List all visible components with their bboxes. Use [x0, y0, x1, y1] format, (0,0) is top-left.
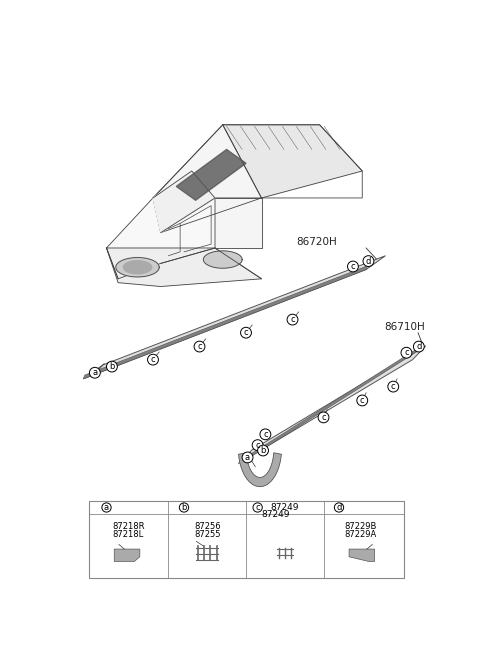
Text: d: d	[366, 257, 371, 265]
Circle shape	[242, 452, 253, 463]
Polygon shape	[114, 549, 140, 561]
Bar	[89, 500, 404, 578]
Circle shape	[318, 412, 329, 422]
Text: b: b	[181, 503, 187, 512]
Text: c: c	[350, 262, 355, 271]
Text: 87229A: 87229A	[345, 530, 377, 539]
Text: c: c	[255, 441, 260, 449]
Circle shape	[252, 440, 263, 451]
Circle shape	[401, 347, 412, 358]
Circle shape	[253, 503, 262, 512]
Text: c: c	[290, 315, 295, 324]
Polygon shape	[83, 266, 368, 379]
Text: a: a	[104, 503, 109, 512]
Polygon shape	[204, 251, 242, 268]
Circle shape	[102, 503, 111, 512]
Circle shape	[335, 503, 344, 512]
Polygon shape	[107, 198, 215, 279]
Circle shape	[147, 354, 158, 365]
Text: c: c	[360, 396, 365, 405]
Polygon shape	[123, 261, 152, 274]
Polygon shape	[153, 125, 262, 233]
Text: 87249: 87249	[271, 503, 299, 512]
Text: 87256: 87256	[194, 522, 221, 531]
Circle shape	[388, 381, 399, 392]
Circle shape	[180, 503, 189, 512]
Text: d: d	[416, 342, 421, 351]
Circle shape	[240, 328, 252, 338]
Text: c: c	[404, 348, 409, 357]
Polygon shape	[349, 549, 375, 561]
Text: c: c	[151, 355, 156, 364]
Text: c: c	[321, 413, 326, 422]
Polygon shape	[116, 257, 159, 277]
Circle shape	[413, 341, 424, 352]
Text: 87229B: 87229B	[345, 522, 377, 531]
Text: c: c	[391, 382, 396, 391]
Polygon shape	[238, 346, 426, 464]
Circle shape	[363, 255, 374, 267]
Polygon shape	[223, 125, 362, 198]
Text: b: b	[109, 362, 115, 371]
Text: 87255: 87255	[194, 530, 220, 539]
Text: 87218R: 87218R	[112, 522, 144, 531]
Polygon shape	[153, 171, 215, 233]
Polygon shape	[215, 198, 262, 248]
Text: 86710H: 86710H	[384, 322, 425, 331]
Text: d: d	[336, 503, 342, 512]
Text: b: b	[260, 446, 266, 455]
Text: c: c	[197, 342, 202, 351]
Circle shape	[287, 314, 298, 325]
Polygon shape	[107, 248, 262, 286]
Text: a: a	[92, 368, 97, 377]
Circle shape	[89, 367, 100, 378]
Text: c: c	[263, 430, 268, 439]
Polygon shape	[153, 125, 362, 233]
Circle shape	[357, 395, 368, 406]
Circle shape	[348, 261, 359, 272]
Text: 87218L: 87218L	[113, 530, 144, 539]
Polygon shape	[83, 255, 385, 379]
Text: a: a	[245, 453, 250, 462]
Circle shape	[260, 429, 271, 440]
Text: c: c	[255, 503, 260, 512]
Text: c: c	[244, 328, 248, 337]
Circle shape	[107, 361, 117, 372]
Text: 86720H: 86720H	[296, 237, 337, 247]
Circle shape	[258, 445, 268, 456]
Circle shape	[194, 341, 205, 352]
Text: 87249: 87249	[261, 510, 290, 519]
Polygon shape	[239, 453, 281, 487]
Polygon shape	[176, 149, 246, 200]
Polygon shape	[250, 348, 418, 457]
